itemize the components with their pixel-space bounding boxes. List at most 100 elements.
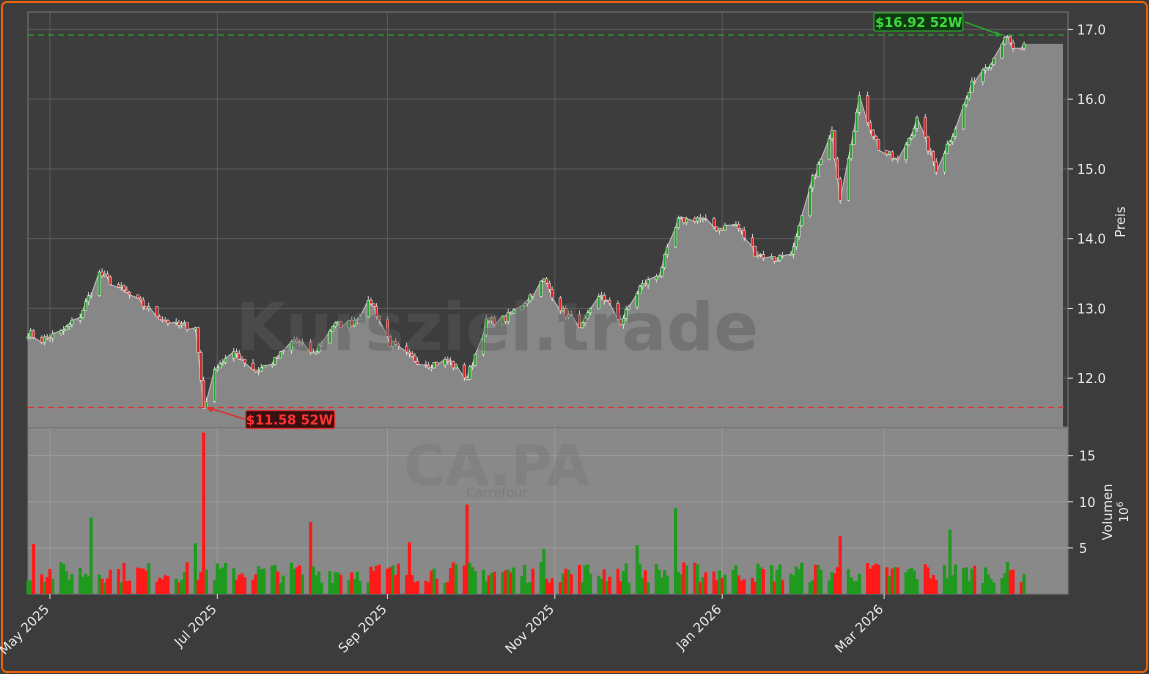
volume-bar — [62, 564, 66, 594]
candle-body — [40, 337, 44, 343]
volume-bar — [202, 432, 206, 594]
volume-bar — [835, 567, 840, 594]
volume-bar — [333, 572, 337, 594]
volume-bar — [45, 577, 49, 594]
volume-bar — [1019, 582, 1023, 594]
candle-body — [981, 69, 985, 83]
volume-bar — [309, 522, 313, 594]
volume-bar — [347, 579, 351, 594]
volume-grid — [28, 428, 1068, 594]
candle-body — [237, 353, 241, 360]
volume-bar — [1008, 570, 1012, 594]
volume-bar — [750, 577, 754, 594]
volume-bar — [929, 578, 933, 594]
candle-body — [942, 153, 946, 173]
candle-body — [934, 161, 938, 173]
volume-bar — [605, 581, 609, 594]
candle-body — [885, 149, 889, 155]
candle-body — [984, 67, 988, 71]
candle-body — [1019, 47, 1023, 50]
volume-bar — [506, 569, 510, 594]
candle-body — [317, 344, 321, 353]
low-annotation-box — [245, 409, 336, 430]
volume-bar — [470, 567, 475, 594]
volume-bar — [849, 577, 853, 594]
candle-body — [621, 317, 625, 325]
candle-body — [270, 364, 274, 366]
volume-bar — [635, 545, 639, 594]
volume-bar — [254, 574, 258, 594]
candle-body — [734, 224, 738, 226]
volume-bar — [907, 569, 911, 594]
volume-bar — [970, 568, 974, 594]
candle-body — [64, 326, 68, 331]
high-annotation-label: $16.92 52W — [875, 16, 962, 31]
candle-body — [314, 351, 318, 354]
volume-bar — [731, 569, 735, 594]
candle-body — [701, 218, 705, 220]
volume-bar — [989, 579, 993, 594]
candle-body — [723, 225, 727, 231]
candle-body — [890, 151, 894, 159]
volume-bar — [761, 568, 765, 594]
volume-bar — [800, 562, 804, 594]
candle-body — [481, 334, 485, 355]
candle-body — [753, 246, 757, 257]
date-tick-label: Jan 2026 — [673, 602, 725, 654]
price-tick-label: 14.0 — [1077, 233, 1106, 248]
volume-bar — [830, 572, 834, 594]
volume-bar — [105, 578, 110, 594]
candle-body — [808, 187, 812, 217]
candle-body — [281, 350, 285, 352]
candle-body — [256, 370, 260, 373]
volume-bar — [852, 581, 856, 594]
volume-bar — [857, 573, 862, 594]
candle-body — [967, 92, 971, 99]
candle-body — [578, 314, 582, 328]
volume-bar — [174, 578, 178, 594]
candle-body — [597, 296, 601, 309]
candle-body — [569, 314, 573, 316]
volume-bar — [775, 569, 779, 594]
candle-body — [973, 80, 977, 83]
volume-bar — [138, 568, 143, 594]
volume-bar — [693, 562, 697, 594]
date-tick-label: Sep 2025 — [336, 602, 390, 656]
candle-body — [970, 80, 974, 93]
candle-body — [394, 341, 398, 345]
volume-bar — [141, 568, 145, 594]
candle-body — [221, 362, 225, 365]
candle-body — [328, 331, 332, 344]
volume-bar — [51, 578, 55, 594]
candle-body — [962, 104, 966, 130]
candle-body — [838, 178, 842, 201]
volume-bar — [871, 565, 875, 594]
candle-body — [564, 308, 568, 318]
volume-bar — [108, 569, 112, 594]
candle-body — [1008, 36, 1012, 44]
candle-body — [196, 327, 200, 353]
volume-bar — [926, 567, 930, 594]
candle-body — [550, 289, 554, 299]
volume-bar — [336, 572, 340, 594]
watermark-ticker: CA.PA — [404, 434, 591, 499]
volume-bar — [813, 564, 818, 594]
volume-bar — [70, 574, 74, 594]
candle-body — [986, 67, 990, 69]
candle-body — [676, 217, 680, 228]
candle-body — [761, 254, 765, 259]
candle-body — [454, 364, 458, 369]
candle-body — [158, 316, 162, 321]
candle-body — [624, 308, 628, 319]
volume-bar — [256, 566, 261, 594]
volume-bar — [816, 565, 820, 594]
volume-bar — [355, 571, 359, 594]
volume-bar — [646, 582, 650, 594]
volume-bar — [673, 508, 678, 594]
candle-body — [792, 246, 796, 255]
candle-body — [374, 306, 378, 317]
candle-body — [215, 367, 219, 370]
volume-bar — [237, 574, 241, 594]
volume-bar — [712, 571, 716, 594]
candle-body — [232, 351, 236, 359]
